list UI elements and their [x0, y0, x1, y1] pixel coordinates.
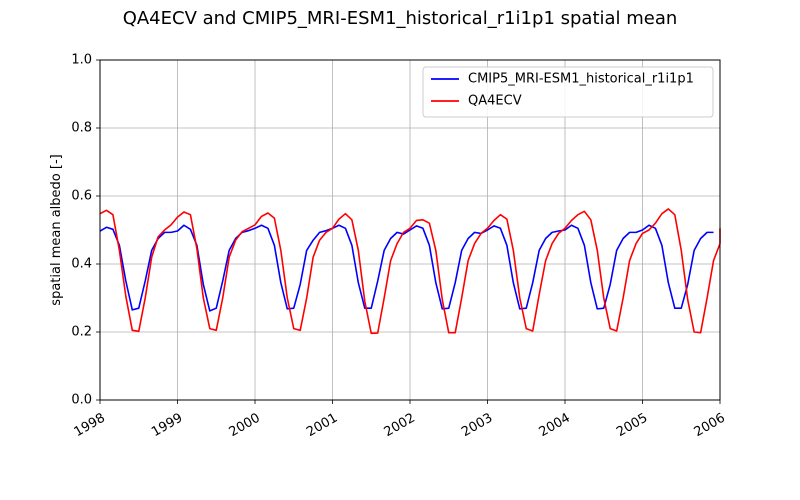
series-line-0	[99, 224, 714, 312]
y-tick-label: 0.0	[71, 393, 92, 408]
x-tick-label: 1998	[72, 411, 108, 441]
y-tick-label: 0.2	[71, 325, 92, 340]
x-tick-label: 2000	[227, 411, 263, 441]
x-axis: 1998 1999 2000 2001 2002 2003 2004 2005 2006	[72, 400, 728, 440]
x-tick-label: 2006	[692, 411, 728, 441]
y-axis-label: spatial mean albedo [-]	[49, 154, 64, 305]
series-line-1	[99, 208, 721, 335]
y-axis: 0.0 0.2 0.4 0.6 0.8 1.0	[71, 53, 100, 408]
legend-label: QA4ECV	[468, 94, 522, 109]
x-tick-label: 2003	[459, 411, 495, 441]
legend-box	[422, 66, 714, 118]
series-lines	[99, 208, 721, 335]
x-tick-label: 2002	[382, 411, 418, 441]
y-tick-label: 0.6	[71, 189, 92, 204]
x-tick-label: 2004	[537, 411, 573, 441]
chart-title: QA4ECV and CMIP5_MRI-ESM1_historical_r1i…	[122, 8, 678, 29]
x-tick-label: 2001	[304, 411, 340, 441]
x-tick-label: 1999	[149, 411, 185, 441]
y-tick-label: 1.0	[71, 53, 92, 68]
x-tick-label: 2005	[614, 411, 650, 441]
legend: CMIP5_MRI-ESM1_historical_r1i1p1 QA4ECV	[422, 66, 714, 118]
y-tick-label: 0.4	[71, 257, 92, 272]
legend-label: CMIP5_MRI-ESM1_historical_r1i1p1	[468, 72, 694, 87]
y-tick-label: 0.8	[71, 121, 92, 136]
